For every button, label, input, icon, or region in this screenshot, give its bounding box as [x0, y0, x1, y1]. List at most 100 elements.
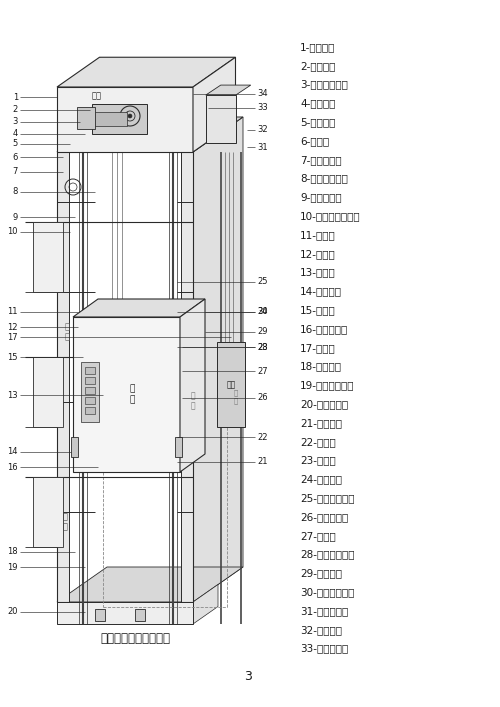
Text: 9: 9 [13, 213, 18, 221]
Bar [85, 387, 95, 394]
Text: 井
道: 井 道 [64, 322, 70, 341]
Text: 1: 1 [13, 93, 18, 102]
Text: 井
道: 井 道 [62, 513, 68, 532]
Text: 21: 21 [257, 457, 268, 467]
Text: 机房: 机房 [92, 91, 102, 100]
Text: 18: 18 [8, 547, 18, 556]
Text: 27: 27 [257, 367, 268, 375]
Text: 26: 26 [257, 393, 268, 402]
Polygon shape [193, 117, 243, 602]
Text: 10: 10 [8, 228, 18, 237]
Text: 33-曳引电机；: 33-曳引电机； [300, 643, 348, 653]
Bar [57, 152, 69, 602]
Bar [85, 397, 95, 404]
Bar [217, 342, 245, 427]
Text: 8: 8 [12, 187, 18, 197]
Text: 14-安全钳；: 14-安全钳； [300, 286, 342, 296]
Text: 10-紧急终端开关；: 10-紧急终端开关； [300, 211, 360, 221]
Bar [57, 602, 193, 624]
Bar [33, 357, 63, 427]
Text: 轿
厢: 轿 厢 [129, 385, 134, 404]
Text: 29-开门机；: 29-开门机； [300, 568, 342, 578]
Text: 19: 19 [8, 563, 18, 571]
Polygon shape [73, 299, 205, 317]
Text: 9-开关碰铁；: 9-开关碰铁； [300, 192, 342, 202]
Text: 20: 20 [8, 607, 18, 617]
Bar [85, 377, 95, 384]
Text: 11-导靴；: 11-导靴； [300, 230, 336, 240]
Text: 5: 5 [13, 139, 18, 148]
Text: 6-机座；: 6-机座； [300, 136, 329, 146]
Bar [33, 477, 63, 547]
Circle shape [128, 114, 132, 118]
Text: 1-减速箱；: 1-减速箱； [300, 42, 336, 52]
Bar [57, 87, 193, 152]
Text: 2-曳引轮；: 2-曳引轮； [300, 61, 336, 71]
Text: 11: 11 [8, 308, 18, 317]
Text: 19-补偿链导轮；: 19-补偿链导轮； [300, 380, 354, 390]
Bar [85, 367, 95, 374]
Text: 16: 16 [8, 462, 18, 472]
Text: 14: 14 [8, 448, 18, 457]
Bar [81, 362, 99, 422]
Text: 25: 25 [257, 278, 268, 286]
Text: 8-曳引钢丝绳；: 8-曳引钢丝绳； [300, 174, 348, 184]
Text: 17-对重；: 17-对重； [300, 343, 336, 353]
Text: 30: 30 [257, 308, 268, 317]
Text: 15-导轨；: 15-导轨； [300, 305, 336, 315]
Bar [33, 222, 63, 292]
Bar [92, 104, 147, 134]
Polygon shape [193, 585, 218, 624]
Text: 32: 32 [257, 126, 268, 134]
Text: 22-底坑；: 22-底坑； [300, 437, 336, 447]
Text: 20-张紧装置；: 20-张紧装置； [300, 399, 348, 409]
Text: 4: 4 [13, 129, 18, 139]
Text: 6: 6 [12, 153, 18, 161]
Text: 31-电源开关；: 31-电源开关； [300, 606, 348, 616]
Text: 13-轿门；: 13-轿门； [300, 268, 336, 278]
Text: 15: 15 [8, 353, 18, 361]
Text: 31: 31 [257, 143, 268, 151]
Text: 30-井道传感器；: 30-井道传感器； [300, 588, 354, 597]
Text: 23-层门；: 23-层门； [300, 455, 336, 466]
Text: 26-随行电缆；: 26-随行电缆； [300, 512, 348, 522]
Text: 对重: 对重 [226, 380, 235, 390]
Text: 24: 24 [257, 308, 268, 317]
Text: 33: 33 [257, 103, 268, 112]
Text: 12-轿架；: 12-轿架； [300, 249, 336, 259]
Text: 电梯的基本结构剖视图: 电梯的基本结构剖视图 [100, 633, 170, 645]
Text: 21-缓冲器；: 21-缓冲器； [300, 418, 342, 428]
Text: 29: 29 [257, 327, 268, 337]
Bar [71, 437, 78, 457]
Bar [206, 95, 236, 143]
Text: 4-导向轮；: 4-导向轮； [300, 98, 336, 108]
Text: 轿
厢: 轿 厢 [190, 391, 195, 411]
Bar [73, 317, 180, 472]
Text: 3: 3 [12, 117, 18, 127]
Polygon shape [57, 57, 236, 87]
Polygon shape [193, 57, 236, 152]
Text: 对
重: 对 重 [234, 390, 238, 404]
Text: 18-补偿链；: 18-补偿链； [300, 361, 342, 372]
Text: 16-绳头组合；: 16-绳头组合； [300, 324, 348, 334]
Bar [175, 437, 182, 457]
Text: 28: 28 [257, 342, 268, 351]
Bar [181, 152, 193, 602]
Bar [135, 609, 145, 621]
Text: 3-曳引机底座；: 3-曳引机底座； [300, 80, 348, 90]
Text: 7-导轨支架；: 7-导轨支架； [300, 155, 342, 165]
Text: 12: 12 [8, 322, 18, 332]
Text: 7: 7 [12, 168, 18, 177]
Text: 5-限速器；: 5-限速器； [300, 117, 336, 127]
Bar [95, 609, 105, 621]
Text: 32-控制柜；: 32-控制柜； [300, 625, 342, 635]
Text: 34: 34 [257, 90, 268, 98]
Text: 17: 17 [8, 332, 18, 341]
Polygon shape [180, 299, 205, 472]
Text: 22: 22 [257, 433, 268, 441]
Text: 25-层楼指示灯；: 25-层楼指示灯； [300, 493, 354, 503]
Text: 23: 23 [257, 342, 268, 351]
Bar [77, 107, 95, 129]
Text: 27-轿壁；: 27-轿壁； [300, 531, 336, 541]
Text: 2: 2 [13, 105, 18, 115]
